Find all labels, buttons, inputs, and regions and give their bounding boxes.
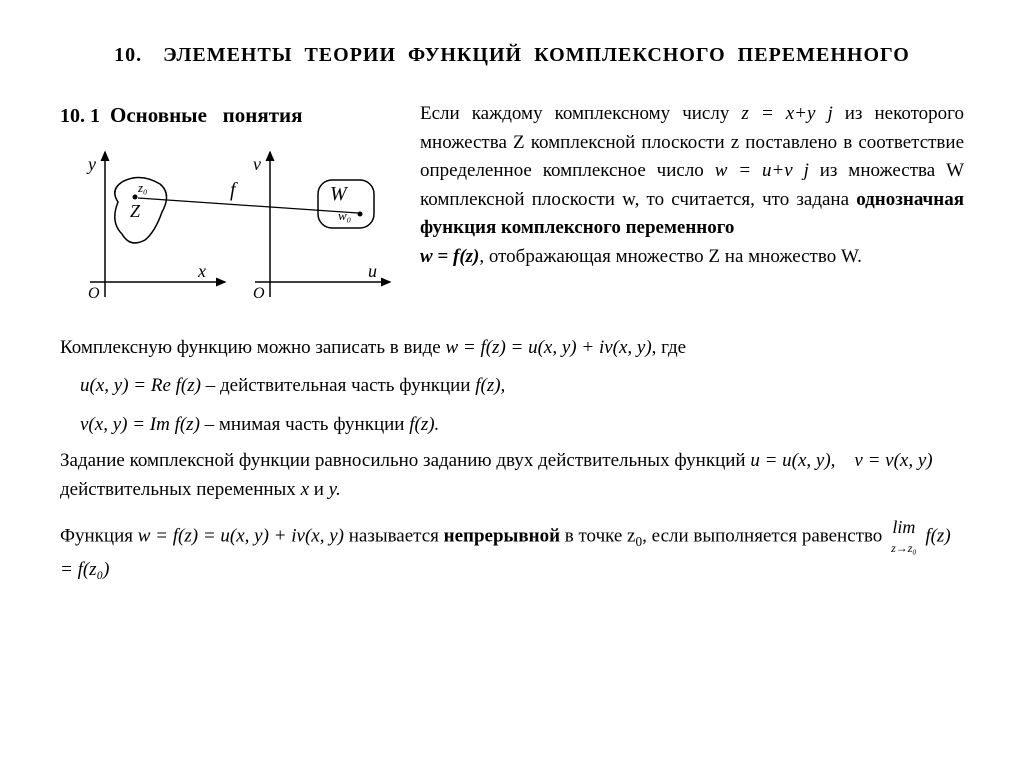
- imag-part-line: v(x, y) = Im f(z) – мнимая часть функции…: [80, 411, 964, 440]
- x-label: x: [197, 261, 206, 281]
- mapping-diagram: y x O z₀ Z v u O W w₀: [60, 142, 400, 322]
- w-region-label: W: [330, 183, 349, 205]
- composition-line: Комплексную функцию можно записать в вид…: [60, 334, 964, 363]
- z0-label: z₀: [137, 180, 148, 195]
- definition-paragraph: Если каждому комплексному числу z = x+y …: [420, 100, 964, 322]
- w0-label: w₀: [338, 208, 351, 223]
- origin-left: O: [88, 285, 100, 302]
- f-label: f: [230, 179, 238, 201]
- real-part-line: u(x, y) = Re f(z) – действительная часть…: [80, 372, 964, 401]
- chapter-title: 10. ЭЛЕМЕНТЫ ТЕОРИИ ФУНКЦИЙ КОМПЛЕКСНОГО…: [60, 40, 964, 70]
- u-label: u: [368, 261, 377, 281]
- y-label: y: [86, 154, 96, 174]
- v-label: v: [253, 154, 261, 174]
- section-title: 10. 1 Основные понятия: [60, 100, 400, 132]
- continuity-line: Функция w = f(z) = u(x, y) + iv(x, y) на…: [60, 518, 964, 585]
- z-region-label: Z: [130, 201, 141, 221]
- equivalence-line: Задание комплексной функции равносильно …: [60, 447, 964, 504]
- origin-right: O: [253, 285, 265, 302]
